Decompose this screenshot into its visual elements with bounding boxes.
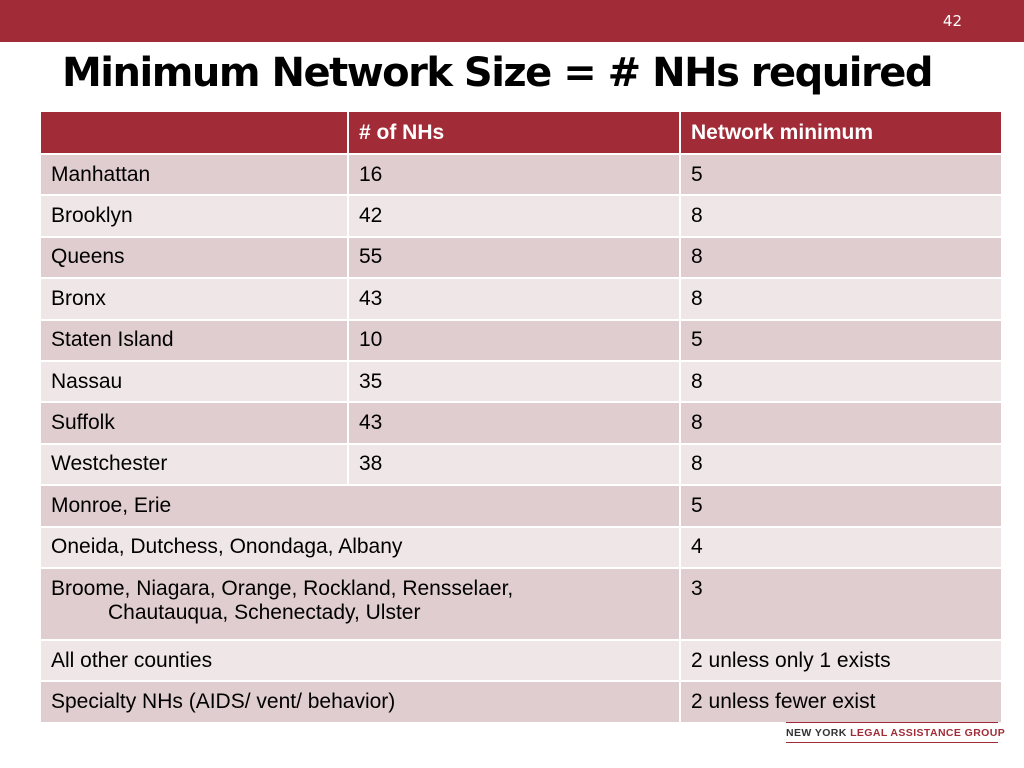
- nhs-cell: 38: [347, 442, 681, 487]
- table-row: Bronx 43 8: [39, 277, 1003, 321]
- minimum-cell: 8: [679, 442, 1003, 487]
- table-row: Westchester 38 8: [39, 442, 1003, 487]
- nhs-cell: 16: [347, 152, 681, 197]
- minimum-cell: 8: [679, 235, 1003, 280]
- table-row: Broome, Niagara, Orange, Rockland, Renss…: [39, 566, 1003, 641]
- table-row: Queens 55 8: [39, 235, 1003, 280]
- logo-text-part-2: LEGAL ASSISTANCE GROUP: [850, 727, 1006, 739]
- table-row: Oneida, Dutchess, Onondaga, Albany 4: [39, 525, 1003, 569]
- slide-title: Minimum Network Size = # NHs required: [62, 50, 933, 96]
- county-group-line-2: Chautauqua, Schenectady, Ulster: [108, 600, 421, 624]
- county-cell: Queens: [39, 235, 349, 280]
- county-cell: Staten Island: [39, 318, 349, 362]
- header-county: [39, 110, 349, 155]
- table-row: All other counties 2 unless only 1 exist…: [39, 638, 1003, 683]
- minimum-cell: 8: [679, 277, 1003, 321]
- nhs-cell: 43: [347, 401, 681, 445]
- minimum-cell: 2 unless only 1 exists: [679, 638, 1003, 683]
- county-cell: Brooklyn: [39, 194, 349, 238]
- logo-rule-bottom: [786, 742, 998, 743]
- county-group-cell: All other counties: [39, 638, 681, 683]
- county-cell: Bronx: [39, 277, 349, 321]
- top-banner: 42: [0, 0, 1024, 42]
- table-row: Staten Island 10 5: [39, 318, 1003, 362]
- county-group-line-1: Broome, Niagara, Orange, Rockland, Renss…: [51, 576, 514, 600]
- table-row: Manhattan 16 5: [39, 152, 1003, 197]
- minimum-cell: 5: [679, 484, 1003, 528]
- minimum-cell: 5: [679, 318, 1003, 362]
- minimum-cell: 8: [679, 401, 1003, 445]
- minimum-cell: 3: [679, 566, 1003, 641]
- nhs-cell: 42: [347, 194, 681, 238]
- nhs-cell: 55: [347, 235, 681, 280]
- nhs-cell: 43: [347, 277, 681, 321]
- nhs-cell: 10: [347, 318, 681, 362]
- table-row: Specialty NHs (AIDS/ vent/ behavior) 2 u…: [39, 680, 1003, 724]
- table-header-row: # of NHs Network minimum: [39, 110, 1003, 155]
- minimum-cell: 5: [679, 152, 1003, 197]
- slide-number: 42: [942, 12, 962, 30]
- table-row: Monroe, Erie 5: [39, 484, 1003, 528]
- table-row: Nassau 35 8: [39, 359, 1003, 404]
- organization-logo: NEW YORK LEGAL ASSISTANCE GROUP: [786, 722, 1005, 744]
- logo-text-part-1: NEW YORK: [786, 727, 847, 739]
- minimum-cell: 8: [679, 194, 1003, 238]
- county-cell: Westchester: [39, 442, 349, 487]
- county-group-cell: Specialty NHs (AIDS/ vent/ behavior): [39, 680, 681, 724]
- network-size-table: # of NHs Network minimum Manhattan 16 5 …: [39, 110, 1003, 724]
- county-cell: Suffolk: [39, 401, 349, 445]
- logo-text: NEW YORK LEGAL ASSISTANCE GROUP: [786, 727, 1005, 739]
- table-row: Brooklyn 42 8: [39, 194, 1003, 238]
- minimum-cell: 2 unless fewer exist: [679, 680, 1003, 724]
- table-row: Suffolk 43 8: [39, 401, 1003, 445]
- county-cell: Manhattan: [39, 152, 349, 197]
- county-group-cell: Monroe, Erie: [39, 484, 681, 528]
- county-group-cell: Broome, Niagara, Orange, Rockland, Renss…: [39, 566, 681, 641]
- header-network-minimum: Network minimum: [679, 110, 1003, 155]
- county-group-cell: Oneida, Dutchess, Onondaga, Albany: [39, 525, 681, 569]
- nhs-cell: 35: [347, 359, 681, 404]
- county-cell: Nassau: [39, 359, 349, 404]
- minimum-cell: 4: [679, 525, 1003, 569]
- header-nhs: # of NHs: [347, 110, 681, 155]
- minimum-cell: 8: [679, 359, 1003, 404]
- logo-rule-top: [786, 722, 998, 723]
